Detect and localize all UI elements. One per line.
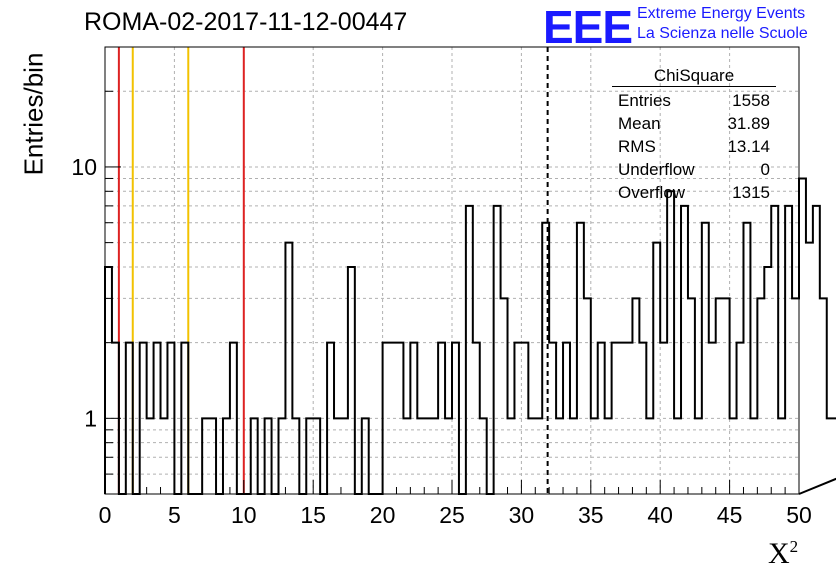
x-tick-label: 15 bbox=[300, 502, 326, 528]
stats-label: Mean bbox=[618, 114, 661, 133]
stats-value: 13.14 bbox=[727, 137, 770, 156]
stats-row-overflow: Overflow 1315 bbox=[612, 181, 776, 204]
stats-title: ChiSquare bbox=[612, 66, 776, 87]
grid-lines bbox=[105, 47, 799, 494]
logo-mark: EEE bbox=[543, 1, 633, 53]
stats-box: ChiSquare Entries 1558 Mean 31.89 RMS 13.14… bbox=[612, 66, 776, 204]
stats-row-entries: Entries 1558 bbox=[612, 89, 776, 112]
x-axis-label: X2 bbox=[768, 537, 799, 570]
stats-label: Entries bbox=[618, 91, 671, 110]
x-tick-label: 40 bbox=[647, 502, 673, 528]
x-tick-label: 0 bbox=[99, 502, 112, 528]
x-tick-label: 50 bbox=[786, 502, 812, 528]
y-axis-label: Entries/bin bbox=[18, 52, 49, 176]
stats-value: 31.89 bbox=[727, 114, 770, 133]
axis-ticks: 0 5 10 15 20 25 30 35 40 45 50 1 10 bbox=[71, 46, 812, 528]
x-tick-label: 30 bbox=[509, 502, 535, 528]
stats-label: RMS bbox=[618, 137, 656, 156]
chart-title: ROMA-02-2017-11-12-00447 bbox=[84, 8, 408, 36]
x-tick-label: 20 bbox=[370, 502, 396, 528]
histogram-bins bbox=[104, 177, 836, 495]
stats-label: Underflow bbox=[618, 160, 695, 179]
stats-row-rms: RMS 13.14 bbox=[612, 135, 776, 158]
stats-value: 1558 bbox=[732, 91, 770, 110]
stats-value: 0 bbox=[760, 160, 770, 179]
x-tick-label: 5 bbox=[168, 502, 181, 528]
stats-value: 1315 bbox=[732, 183, 770, 202]
x-tick-label: 35 bbox=[578, 502, 604, 528]
logo-line-2: La Scienza nelle Scuole bbox=[637, 25, 808, 42]
reference-lines bbox=[117, 47, 549, 494]
x-tick-label: 25 bbox=[439, 502, 465, 528]
x-tick-label: 45 bbox=[717, 502, 743, 528]
stats-row-mean: Mean 31.89 bbox=[612, 112, 776, 135]
histogram-outline bbox=[104, 177, 836, 495]
stats-label: Overflow bbox=[618, 183, 686, 202]
stats-row-underflow: Underflow 0 bbox=[612, 158, 776, 181]
logo-line-1: Extreme Energy Events bbox=[637, 5, 806, 22]
y-tick-label: 10 bbox=[71, 154, 97, 180]
x-tick-label: 10 bbox=[231, 502, 257, 528]
y-tick-label: 1 bbox=[84, 405, 97, 431]
